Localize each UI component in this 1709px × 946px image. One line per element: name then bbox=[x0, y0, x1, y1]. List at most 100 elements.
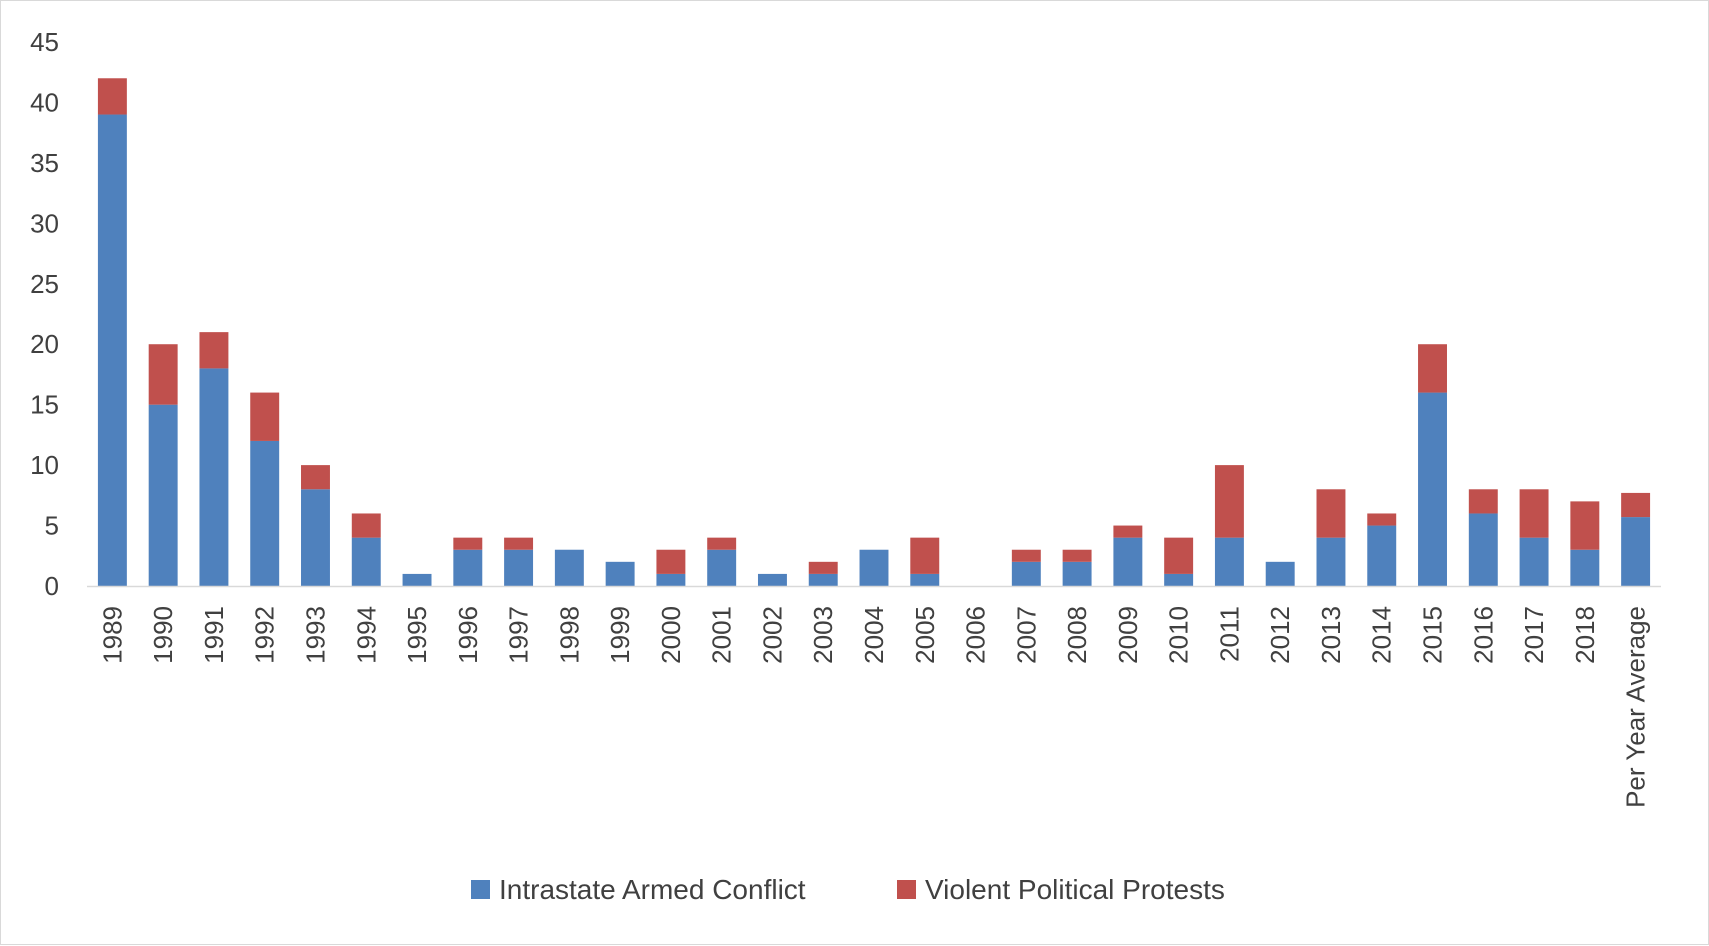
bar-armed-conflict bbox=[148, 404, 178, 586]
bar-armed-conflict bbox=[808, 573, 838, 586]
x-tick-label: 1992 bbox=[250, 606, 280, 664]
x-tick-label: 1993 bbox=[300, 606, 330, 664]
bar-violent-protests bbox=[199, 332, 229, 369]
bar-violent-protests bbox=[1621, 492, 1651, 518]
bar-violent-protests bbox=[1468, 489, 1498, 514]
bars bbox=[97, 78, 1651, 587]
bar-violent-protests bbox=[301, 465, 330, 490]
bar-armed-conflict bbox=[402, 573, 432, 586]
x-tick-label: 2012 bbox=[1265, 606, 1295, 664]
x-tick-label: 2014 bbox=[1367, 606, 1397, 664]
bar-violent-protests bbox=[1570, 501, 1600, 550]
bar-violent-protests bbox=[1418, 344, 1447, 393]
legend-swatch bbox=[471, 880, 490, 899]
legend: Intrastate Armed Conflict Violent Politic… bbox=[471, 874, 1225, 905]
x-tick-label: 2001 bbox=[707, 606, 737, 664]
bar-armed-conflict bbox=[554, 549, 584, 586]
bar-violent-protests bbox=[1214, 465, 1244, 538]
bar-armed-conflict bbox=[1214, 537, 1244, 586]
bar-violent-protests bbox=[1062, 549, 1092, 562]
bar-armed-conflict bbox=[1621, 517, 1651, 586]
y-tick-label: 40 bbox=[30, 87, 59, 117]
bar-violent-protests bbox=[1113, 525, 1143, 538]
bar-armed-conflict bbox=[757, 573, 787, 586]
bar-armed-conflict bbox=[910, 573, 940, 586]
bar-violent-protests bbox=[250, 392, 280, 441]
bar-violent-protests bbox=[1519, 489, 1549, 538]
y-tick-label: 20 bbox=[30, 329, 59, 359]
bar-armed-conflict bbox=[199, 368, 229, 586]
bar-armed-conflict bbox=[1418, 392, 1447, 586]
x-tick-label: 2015 bbox=[1418, 606, 1448, 664]
x-tick-label: 2009 bbox=[1113, 606, 1143, 664]
bar-armed-conflict bbox=[707, 549, 737, 586]
bar-violent-protests bbox=[1367, 513, 1397, 526]
x-tick-label: 2011 bbox=[1214, 606, 1244, 662]
bar-armed-conflict bbox=[1519, 537, 1549, 586]
x-tick-label: 2007 bbox=[1011, 606, 1041, 664]
bar-violent-protests bbox=[351, 513, 381, 538]
bar-violent-protests bbox=[148, 344, 178, 405]
bar-armed-conflict bbox=[1164, 573, 1194, 586]
x-tick-label: 2016 bbox=[1468, 606, 1498, 664]
x-tick-label: 1997 bbox=[504, 606, 534, 664]
x-axis: 1989 1990 1991 1992 1993 1994 1995 1996 1997 1998… bbox=[87, 585, 1661, 808]
bar-violent-protests bbox=[808, 561, 838, 574]
x-tick-label: 2003 bbox=[808, 606, 838, 664]
bar-armed-conflict bbox=[1468, 513, 1498, 586]
x-tick-label: 2005 bbox=[910, 606, 940, 664]
y-tick-label: 35 bbox=[30, 148, 59, 178]
x-tick-label: 2002 bbox=[757, 606, 787, 664]
bar-armed-conflict bbox=[859, 549, 889, 586]
bar-violent-protests bbox=[453, 537, 483, 550]
x-tick-label: 1989 bbox=[97, 606, 127, 664]
bar-armed-conflict bbox=[351, 537, 381, 586]
x-tick-label: 1995 bbox=[402, 606, 432, 664]
x-tick-label: 2004 bbox=[859, 606, 889, 664]
y-axis: 0 5 10 15 20 25 30 35 40 45 bbox=[30, 27, 59, 601]
bar-armed-conflict bbox=[1316, 537, 1346, 586]
legend-swatch bbox=[897, 880, 916, 899]
bar-armed-conflict bbox=[504, 549, 534, 586]
x-tick-label: Per Year Average bbox=[1621, 606, 1651, 808]
x-tick-label: 2018 bbox=[1570, 606, 1600, 664]
bar-armed-conflict bbox=[1011, 561, 1041, 586]
bar-armed-conflict bbox=[605, 561, 635, 586]
x-tick-label: 1996 bbox=[453, 606, 483, 664]
legend-label: Intrastate Armed Conflict bbox=[499, 874, 806, 905]
bar-violent-protests bbox=[97, 78, 127, 115]
x-tick-label: 1994 bbox=[351, 606, 381, 664]
bar-armed-conflict bbox=[97, 114, 127, 587]
bar-violent-protests bbox=[1164, 537, 1194, 574]
bar-violent-protests bbox=[707, 537, 737, 550]
x-tick-label: 2013 bbox=[1316, 606, 1346, 664]
x-tick-label: 1998 bbox=[554, 606, 584, 664]
bar-violent-protests bbox=[1011, 549, 1041, 562]
bar-armed-conflict bbox=[1367, 525, 1397, 586]
bar-armed-conflict bbox=[453, 549, 483, 586]
x-tick-label: 2017 bbox=[1519, 606, 1549, 664]
bar-violent-protests bbox=[656, 549, 686, 574]
x-tick-label: 1999 bbox=[605, 606, 635, 664]
y-tick-label: 10 bbox=[30, 450, 59, 480]
legend-label: Violent Political Protests bbox=[925, 874, 1225, 905]
x-tick-label: 1990 bbox=[148, 606, 178, 664]
bar-violent-protests bbox=[910, 537, 940, 574]
y-tick-label: 5 bbox=[45, 511, 59, 541]
x-tick-label: 1991 bbox=[199, 606, 229, 664]
x-tick-label: 2006 bbox=[961, 606, 991, 664]
x-tick-label: 2000 bbox=[656, 606, 686, 664]
x-tick-label: 2010 bbox=[1164, 606, 1194, 664]
bar-armed-conflict bbox=[250, 440, 280, 586]
bar-armed-conflict bbox=[1113, 537, 1143, 586]
x-tick-label: 2008 bbox=[1062, 606, 1092, 664]
bar-armed-conflict bbox=[1062, 561, 1092, 586]
bar-violent-protests bbox=[1316, 489, 1346, 538]
bar-violent-protests bbox=[504, 537, 534, 550]
y-tick-label: 45 bbox=[30, 27, 59, 57]
bar-armed-conflict bbox=[1265, 561, 1295, 586]
bar-armed-conflict bbox=[656, 573, 686, 586]
y-tick-label: 15 bbox=[30, 390, 59, 420]
